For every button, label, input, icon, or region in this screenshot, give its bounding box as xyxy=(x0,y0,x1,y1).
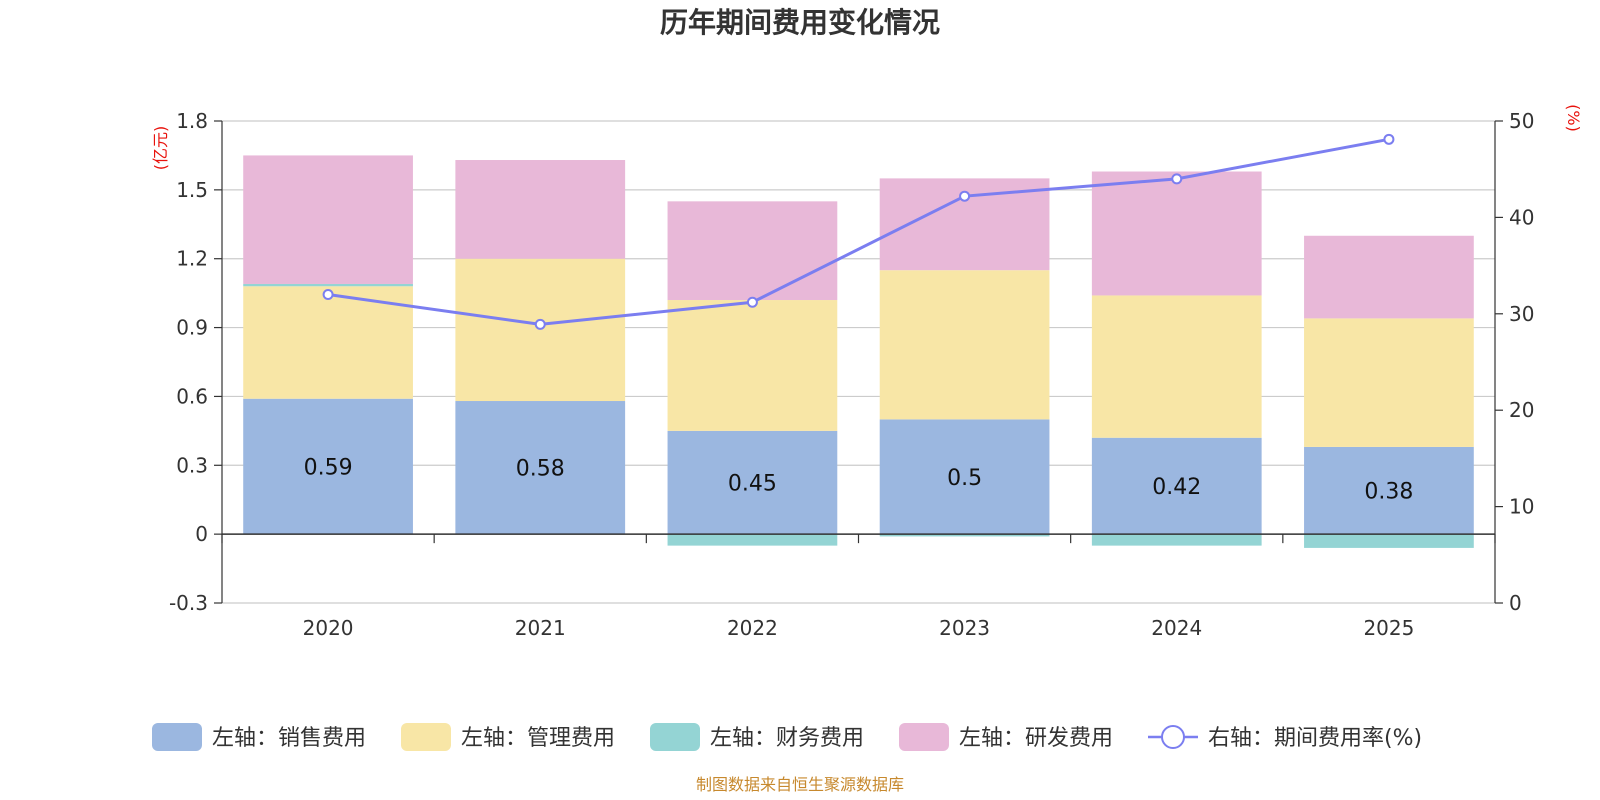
bar-segment xyxy=(879,534,1050,537)
rate-line-path xyxy=(327,137,1390,326)
legend-marker xyxy=(1161,725,1185,749)
bar-segment xyxy=(1304,318,1474,447)
bar-segment xyxy=(879,419,1050,535)
chart-title: 历年期间费用变化情况 xyxy=(660,6,940,39)
left-tick-label: 1.5 xyxy=(176,178,208,202)
rate-point xyxy=(1171,173,1183,185)
bar-segment xyxy=(1091,295,1262,438)
legend-swatch xyxy=(152,723,202,751)
right-tick-label: 20 xyxy=(1509,398,1534,422)
rate-point xyxy=(1383,133,1395,145)
axes: -0.3 0 0.3 0.6 0.9 1.2 1.5 1.8 0 10 20 30 40 50 2020 20… xyxy=(169,109,1534,640)
bar-segment xyxy=(243,398,413,535)
bar-segment xyxy=(667,534,838,546)
right-tick-label: 0 xyxy=(1509,591,1522,615)
x-tick-label: 2024 xyxy=(1151,616,1202,640)
rate-point xyxy=(959,190,971,202)
bar-segment xyxy=(1091,534,1262,546)
bar-segment xyxy=(455,401,626,535)
left-axis-unit: (亿元) xyxy=(151,126,170,171)
legend-label: 左轴：研发费用 xyxy=(959,726,1113,751)
bar-segment xyxy=(243,283,413,287)
bar-data-label: 0.42 xyxy=(1152,475,1201,500)
left-tick-label: 1.2 xyxy=(176,247,208,271)
rate-point xyxy=(746,296,758,308)
left-tick-label: 1.8 xyxy=(176,109,208,133)
bar-segment xyxy=(1304,534,1474,548)
bar-segment xyxy=(243,155,413,284)
right-tick-label: 10 xyxy=(1509,495,1534,519)
x-tick-label: 2023 xyxy=(939,616,990,640)
x-tick-label: 2022 xyxy=(727,616,778,640)
rate-point xyxy=(322,289,334,301)
legend-label: 左轴：财务费用 xyxy=(710,726,864,751)
bar-segment xyxy=(1091,437,1262,535)
left-tick-label: 0.3 xyxy=(176,453,208,477)
legend-swatch xyxy=(401,723,451,751)
rate-line xyxy=(322,133,1395,330)
bar-segment xyxy=(455,160,626,259)
left-tick-label: 0 xyxy=(195,522,208,546)
bar-segment xyxy=(243,286,413,399)
rate-point xyxy=(534,318,546,330)
bar-segment xyxy=(1304,235,1474,319)
legend-label: 右轴：期间费用率(%) xyxy=(1208,726,1422,751)
right-tick-label: 40 xyxy=(1509,205,1534,229)
bars xyxy=(243,155,1474,548)
x-tick-label: 2020 xyxy=(303,616,354,640)
right-tick-label: 30 xyxy=(1509,302,1534,326)
left-tick-label: 0.9 xyxy=(176,316,208,340)
right-tick-label: 50 xyxy=(1509,109,1534,133)
bar-labels: 0.59 0.58 0.45 0.5 0.42 0.38 xyxy=(304,455,1414,504)
bar-segment xyxy=(879,270,1050,420)
legend-swatch xyxy=(650,723,700,751)
x-tick-label: 2025 xyxy=(1363,616,1414,640)
legend-label: 左轴：销售费用 xyxy=(212,726,366,751)
legend-label: 左轴：管理费用 xyxy=(461,726,615,751)
bar-segment xyxy=(1304,446,1474,535)
right-axis-unit: (%) xyxy=(1564,104,1583,132)
left-tick-label: 0.6 xyxy=(176,384,208,408)
legend-swatch xyxy=(899,723,949,751)
bar-segment xyxy=(667,430,838,535)
bar-data-label: 0.5 xyxy=(947,466,982,491)
left-tick-label: -0.3 xyxy=(169,591,208,615)
bar-data-label: 0.58 xyxy=(516,457,565,482)
bar-segment xyxy=(667,201,838,301)
legend: 左轴：销售费用 左轴：管理费用 左轴：财务费用 左轴：研发费用 右轴：期间费用率(%) xyxy=(152,723,1422,751)
bar-segment xyxy=(1091,171,1262,296)
source-note: 制图数据来自恒生聚源数据库 xyxy=(696,775,904,794)
bar-segment xyxy=(667,300,838,431)
bar-data-label: 0.45 xyxy=(728,472,777,497)
bar-data-label: 0.38 xyxy=(1364,480,1413,505)
bar-data-label: 0.59 xyxy=(304,455,353,480)
x-tick-label: 2021 xyxy=(515,616,566,640)
